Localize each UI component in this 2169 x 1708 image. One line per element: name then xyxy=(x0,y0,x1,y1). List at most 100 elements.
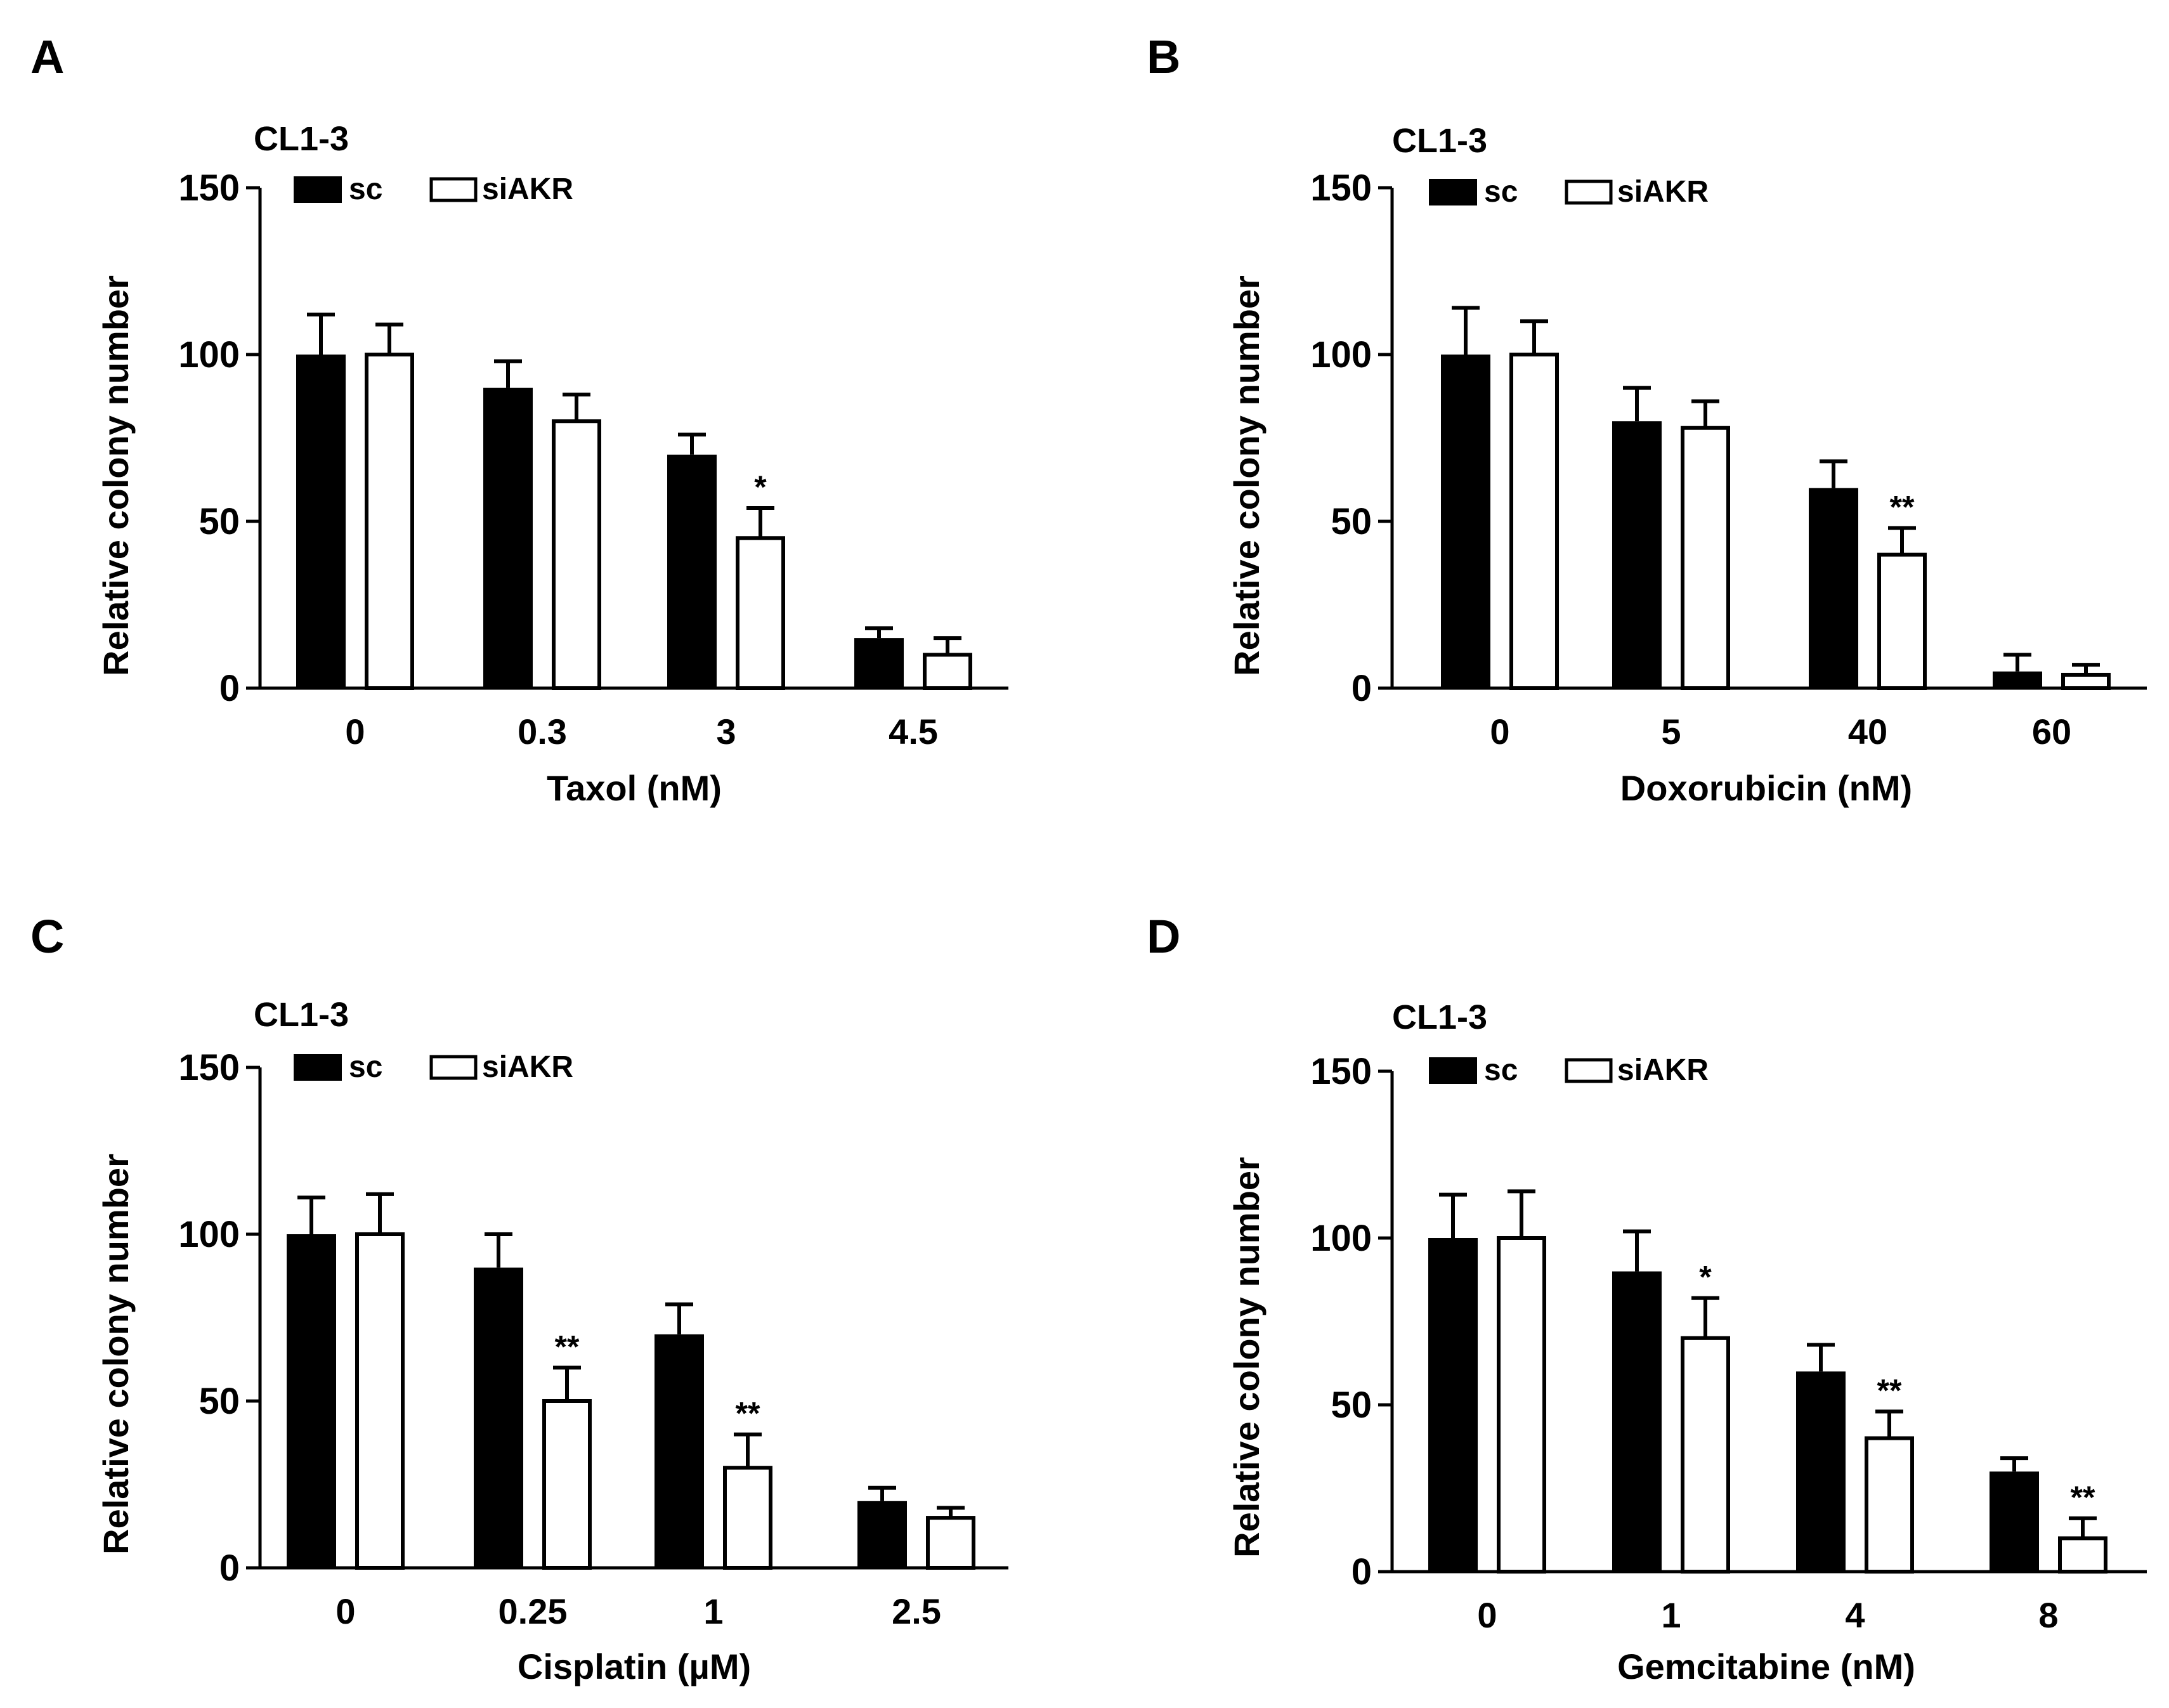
x-axis-title: Cisplatin (µM) xyxy=(518,1646,751,1686)
x-tick-label: 0.25 xyxy=(498,1591,568,1631)
legend-label-sc: sc xyxy=(1484,175,1518,209)
y-tick-label: 150 xyxy=(178,1047,240,1088)
bar-sc xyxy=(1993,671,2042,688)
x-axis-title: Gemcitabine (nM) xyxy=(1617,1646,1915,1686)
bar-sc xyxy=(1990,1471,2039,1572)
bar-sc xyxy=(483,388,533,688)
bar-siakr xyxy=(2058,1536,2107,1574)
bar-sc xyxy=(296,355,346,688)
y-tick-label: 150 xyxy=(1310,1051,1372,1092)
cell-line-title: CL1-3 xyxy=(254,120,349,158)
panel-letter: B xyxy=(1147,30,1180,83)
bar-siakr xyxy=(1877,552,1927,690)
bar-sc xyxy=(857,1501,907,1568)
legend-label-siakr: siAKR xyxy=(1617,1053,1709,1087)
x-tick-label: 40 xyxy=(1848,712,1887,752)
legend-swatch-siakr xyxy=(429,177,478,202)
x-tick-label: 1 xyxy=(703,1591,723,1631)
y-tick-label: 100 xyxy=(1310,1218,1372,1259)
bar-sc xyxy=(1612,1271,1662,1572)
x-tick-label: 0 xyxy=(335,1591,355,1631)
bar-siakr xyxy=(1497,1236,1546,1574)
cell-line-title: CL1-3 xyxy=(1392,122,1487,160)
bar-siakr xyxy=(2061,672,2111,690)
y-tick-label: 0 xyxy=(219,1548,240,1589)
bar-sc xyxy=(474,1267,523,1568)
y-tick-label: 0 xyxy=(1352,668,1372,709)
y-tick-label: 50 xyxy=(199,1381,240,1422)
bar-sc xyxy=(1441,355,1490,688)
x-tick-label: 0.3 xyxy=(518,712,567,752)
legend-swatch-siakr xyxy=(429,1055,478,1080)
significance-mark: ** xyxy=(555,1329,580,1364)
significance-mark: ** xyxy=(736,1396,760,1431)
chart-panel-c: C CL1-3sc siAKR 0 50 100 150 0 ** 0.25 ** 1 2.5 Cispl… xyxy=(30,910,1008,1686)
y-axis-title: Relative colony number xyxy=(96,275,136,676)
legend-swatch-siakr xyxy=(1565,1058,1613,1083)
x-tick-label: 0 xyxy=(1490,712,1509,752)
bar-siakr xyxy=(926,1516,975,1570)
legend-swatch-sc xyxy=(1429,179,1477,205)
bar-siakr xyxy=(1509,353,1559,690)
panel-letter: A xyxy=(30,30,64,83)
bar-siakr xyxy=(542,1399,592,1570)
y-tick-label: 50 xyxy=(1331,501,1372,542)
cell-line-title: CL1-3 xyxy=(254,996,349,1034)
panel-letter: D xyxy=(1147,910,1180,963)
bar-sc xyxy=(655,1334,704,1568)
y-tick-label: 100 xyxy=(178,1214,240,1255)
bar-sc xyxy=(667,454,717,688)
cell-line-title: CL1-3 xyxy=(1392,998,1487,1036)
bar-siakr xyxy=(552,419,601,690)
y-tick-label: 0 xyxy=(1352,1551,1372,1593)
x-tick-label: 4 xyxy=(1845,1595,1865,1635)
legend-label-sc: sc xyxy=(349,1050,382,1084)
y-axis-title: Relative colony number xyxy=(1227,1157,1267,1558)
y-axis-title: Relative colony number xyxy=(96,1154,136,1555)
x-tick-label: 0 xyxy=(345,712,365,752)
legend-swatch-sc xyxy=(1429,1057,1477,1084)
y-tick-label: 150 xyxy=(178,167,240,209)
bar-sc xyxy=(1428,1238,1478,1572)
x-tick-label: 5 xyxy=(1661,712,1681,752)
x-tick-label: 4.5 xyxy=(889,712,938,752)
legend-swatch-sc xyxy=(294,176,342,203)
chart-panel-b: B CL1-3 sc siAKR 0 50 100 150 0 5 ** 40 60 Doxorubici… xyxy=(1147,30,2147,808)
y-tick-label: 100 xyxy=(1310,334,1372,375)
significance-mark: ** xyxy=(1890,490,1915,525)
bar-sc xyxy=(1809,488,1858,688)
legend-label-siakr: siAKR xyxy=(482,173,573,206)
legend-swatch-siakr xyxy=(1565,179,1613,205)
x-tick-label: 0 xyxy=(1477,1595,1497,1635)
y-tick-label: 100 xyxy=(178,334,240,375)
bar-sc xyxy=(854,638,904,688)
legend-label-sc: sc xyxy=(1484,1053,1518,1087)
y-tick-label: 50 xyxy=(199,501,240,542)
legend-label-siakr: siAKR xyxy=(482,1050,573,1084)
chart-panel-d: D CL1-3 sc siAKR 0 50 100 150 0 * 1 ** 4 ** 8 Gemcitabi… xyxy=(1147,910,2147,1686)
legend-label-sc: sc xyxy=(349,173,382,206)
significance-mark: * xyxy=(1699,1260,1712,1295)
bar-siakr xyxy=(1865,1436,1914,1574)
legend-label-siakr: siAKR xyxy=(1617,175,1709,209)
x-tick-label: 3 xyxy=(716,712,736,752)
bar-siakr xyxy=(1681,1336,1730,1574)
x-tick-label: 60 xyxy=(2032,712,2071,752)
x-tick-label: 8 xyxy=(2038,1595,2058,1635)
y-tick-label: 50 xyxy=(1331,1385,1372,1426)
y-tick-label: 0 xyxy=(219,668,240,709)
x-tick-label: 2.5 xyxy=(892,1591,941,1631)
x-axis-title: Doxorubicin (nM) xyxy=(1620,768,1912,808)
bar-sc xyxy=(287,1234,336,1568)
bar-sc xyxy=(1612,421,1662,688)
bar-siakr xyxy=(355,1232,405,1570)
y-tick-label: 150 xyxy=(1310,167,1372,209)
chart-panel-a: A CL1-3sc siAKR 0 50 100 150 0 0.3 * 3 4.5 Taxol (nM… xyxy=(30,30,1008,808)
bar-siakr xyxy=(736,536,785,690)
panel-letter: C xyxy=(30,910,64,963)
x-tick-label: 1 xyxy=(1661,1595,1681,1635)
bar-siakr xyxy=(723,1466,772,1570)
bar-siakr xyxy=(923,653,972,691)
bar-siakr xyxy=(1681,426,1730,690)
